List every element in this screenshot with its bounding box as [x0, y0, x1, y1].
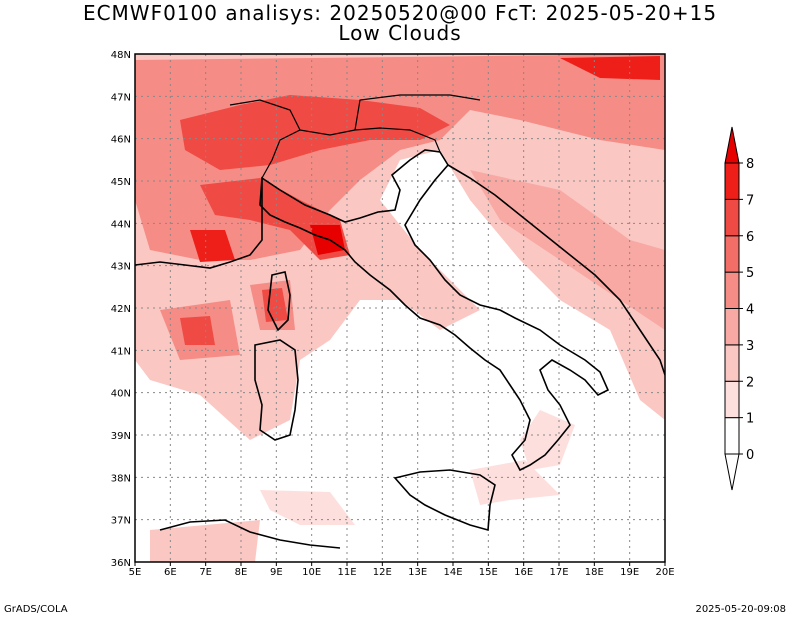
cloud-area-calabria: [520, 410, 575, 470]
latitude-tick-label: 44N: [111, 219, 131, 230]
cloud-area-heavy-sardinia-west: [180, 316, 215, 345]
coastline-sardinia: [254, 339, 299, 441]
colorbar-swatch: [724, 271, 740, 309]
colorbar-label: 7: [746, 193, 754, 208]
border-swiss: [229, 99, 301, 131]
cloud-area-heavy-liguria: [200, 178, 350, 260]
longitude-tick-label: 16E: [514, 567, 533, 578]
latitude-tick-label: 36N: [111, 558, 131, 569]
coastline-africa: [159, 519, 341, 549]
coastlines: [135, 149, 665, 549]
latitude-tick-label: 42N: [111, 304, 131, 315]
colorbar-label: 6: [746, 230, 754, 245]
colorbar-swatch: [724, 162, 740, 200]
cloud-area-africa: [150, 520, 260, 562]
cloud-area-south: [260, 490, 355, 525]
cloud-area-heavy-corsica: [262, 288, 288, 322]
colorbar-extend-max: [724, 126, 740, 164]
colorbar-swatch: [724, 417, 740, 455]
longitude-tick-label: 8E: [235, 567, 248, 578]
coastline-italy: [259, 149, 610, 472]
borders: [229, 94, 481, 179]
latitude-tick-label: 47N: [111, 92, 131, 103]
footer-software-label: GrADS/COLA: [4, 604, 68, 615]
cloud-area-heavy-west: [190, 230, 235, 262]
colorbar-label: 2: [746, 375, 754, 390]
colorbar-label: 0: [746, 448, 754, 463]
latitude-labels: 48N 47N 46N 45N 44N 43N 42N 41N 40N 39N 38N 37N 36N: [111, 50, 131, 569]
latitude-tick-label: 43N: [111, 262, 131, 273]
longitude-tick-label: 9E: [270, 567, 283, 578]
coastline-france: [135, 178, 263, 269]
colorbar-swatch: [724, 235, 740, 273]
longitude-tick-label: 20E: [655, 567, 674, 578]
colorbar-swatch: [724, 344, 740, 382]
latitude-tick-label: 41N: [111, 346, 131, 357]
colorbar-swatch: [724, 380, 740, 419]
latitude-tick-label: 37N: [111, 516, 131, 527]
longitude-labels: 5E 6E 7E 8E 9E 10E 11E 12E 13E 14E 15E 16E 17E 18E 19E…: [129, 562, 675, 578]
longitude-tick-label: 12E: [373, 567, 392, 578]
longitude-tick-label: 5E: [129, 567, 142, 578]
footer-timestamp: 2025-05-20-09:08: [695, 604, 786, 615]
longitude-tick-label: 19E: [620, 567, 639, 578]
colorbar: 0 1 2 3 4 5 6 7 8: [724, 126, 754, 491]
colorbar-label: 3: [746, 339, 754, 354]
cloud-area-heavy-northeast: [560, 56, 660, 80]
colorbar-swatch: [724, 308, 740, 346]
latitude-tick-label: 45N: [111, 177, 131, 188]
latitude-tick-label: 48N: [111, 50, 131, 61]
longitude-tick-label: 10E: [302, 567, 321, 578]
chart-title: ECMWF0100 analisys: 20250520@00 FcT: 202…: [82, 1, 718, 25]
longitude-tick-label: 14E: [443, 567, 462, 578]
longitude-tick-label: 18E: [585, 567, 604, 578]
colorbar-label: 5: [746, 266, 754, 281]
colorbar-label: 1: [746, 412, 754, 427]
longitude-tick-label: 6E: [164, 567, 177, 578]
coastline-corsica: [267, 271, 291, 332]
map-frame: [134, 53, 666, 563]
chart-subtitle: Low Clouds: [338, 21, 462, 45]
border-austria: [354, 94, 481, 131]
cloud-area-medium-balkans: [470, 170, 665, 330]
colorbar-extend-min: [724, 453, 740, 491]
longitude-tick-label: 15E: [479, 567, 498, 578]
longitude-tick-label: 7E: [199, 567, 212, 578]
longitude-tick-label: 13E: [408, 567, 427, 578]
coastline-balkans: [447, 164, 665, 376]
latitude-tick-label: 39N: [111, 431, 131, 442]
border-alps: [261, 127, 441, 179]
colorbar-swatch: [724, 198, 740, 237]
latitude-tick-label: 38N: [111, 473, 131, 484]
coastline-sicily: [393, 469, 496, 532]
longitude-tick-label: 11E: [337, 567, 356, 578]
latitude-tick-label: 40N: [111, 389, 131, 400]
colorbar-label: 4: [746, 303, 754, 318]
longitude-tick-label: 17E: [549, 567, 568, 578]
colorbar-label: 8: [746, 157, 754, 172]
latitude-tick-label: 46N: [111, 135, 131, 146]
